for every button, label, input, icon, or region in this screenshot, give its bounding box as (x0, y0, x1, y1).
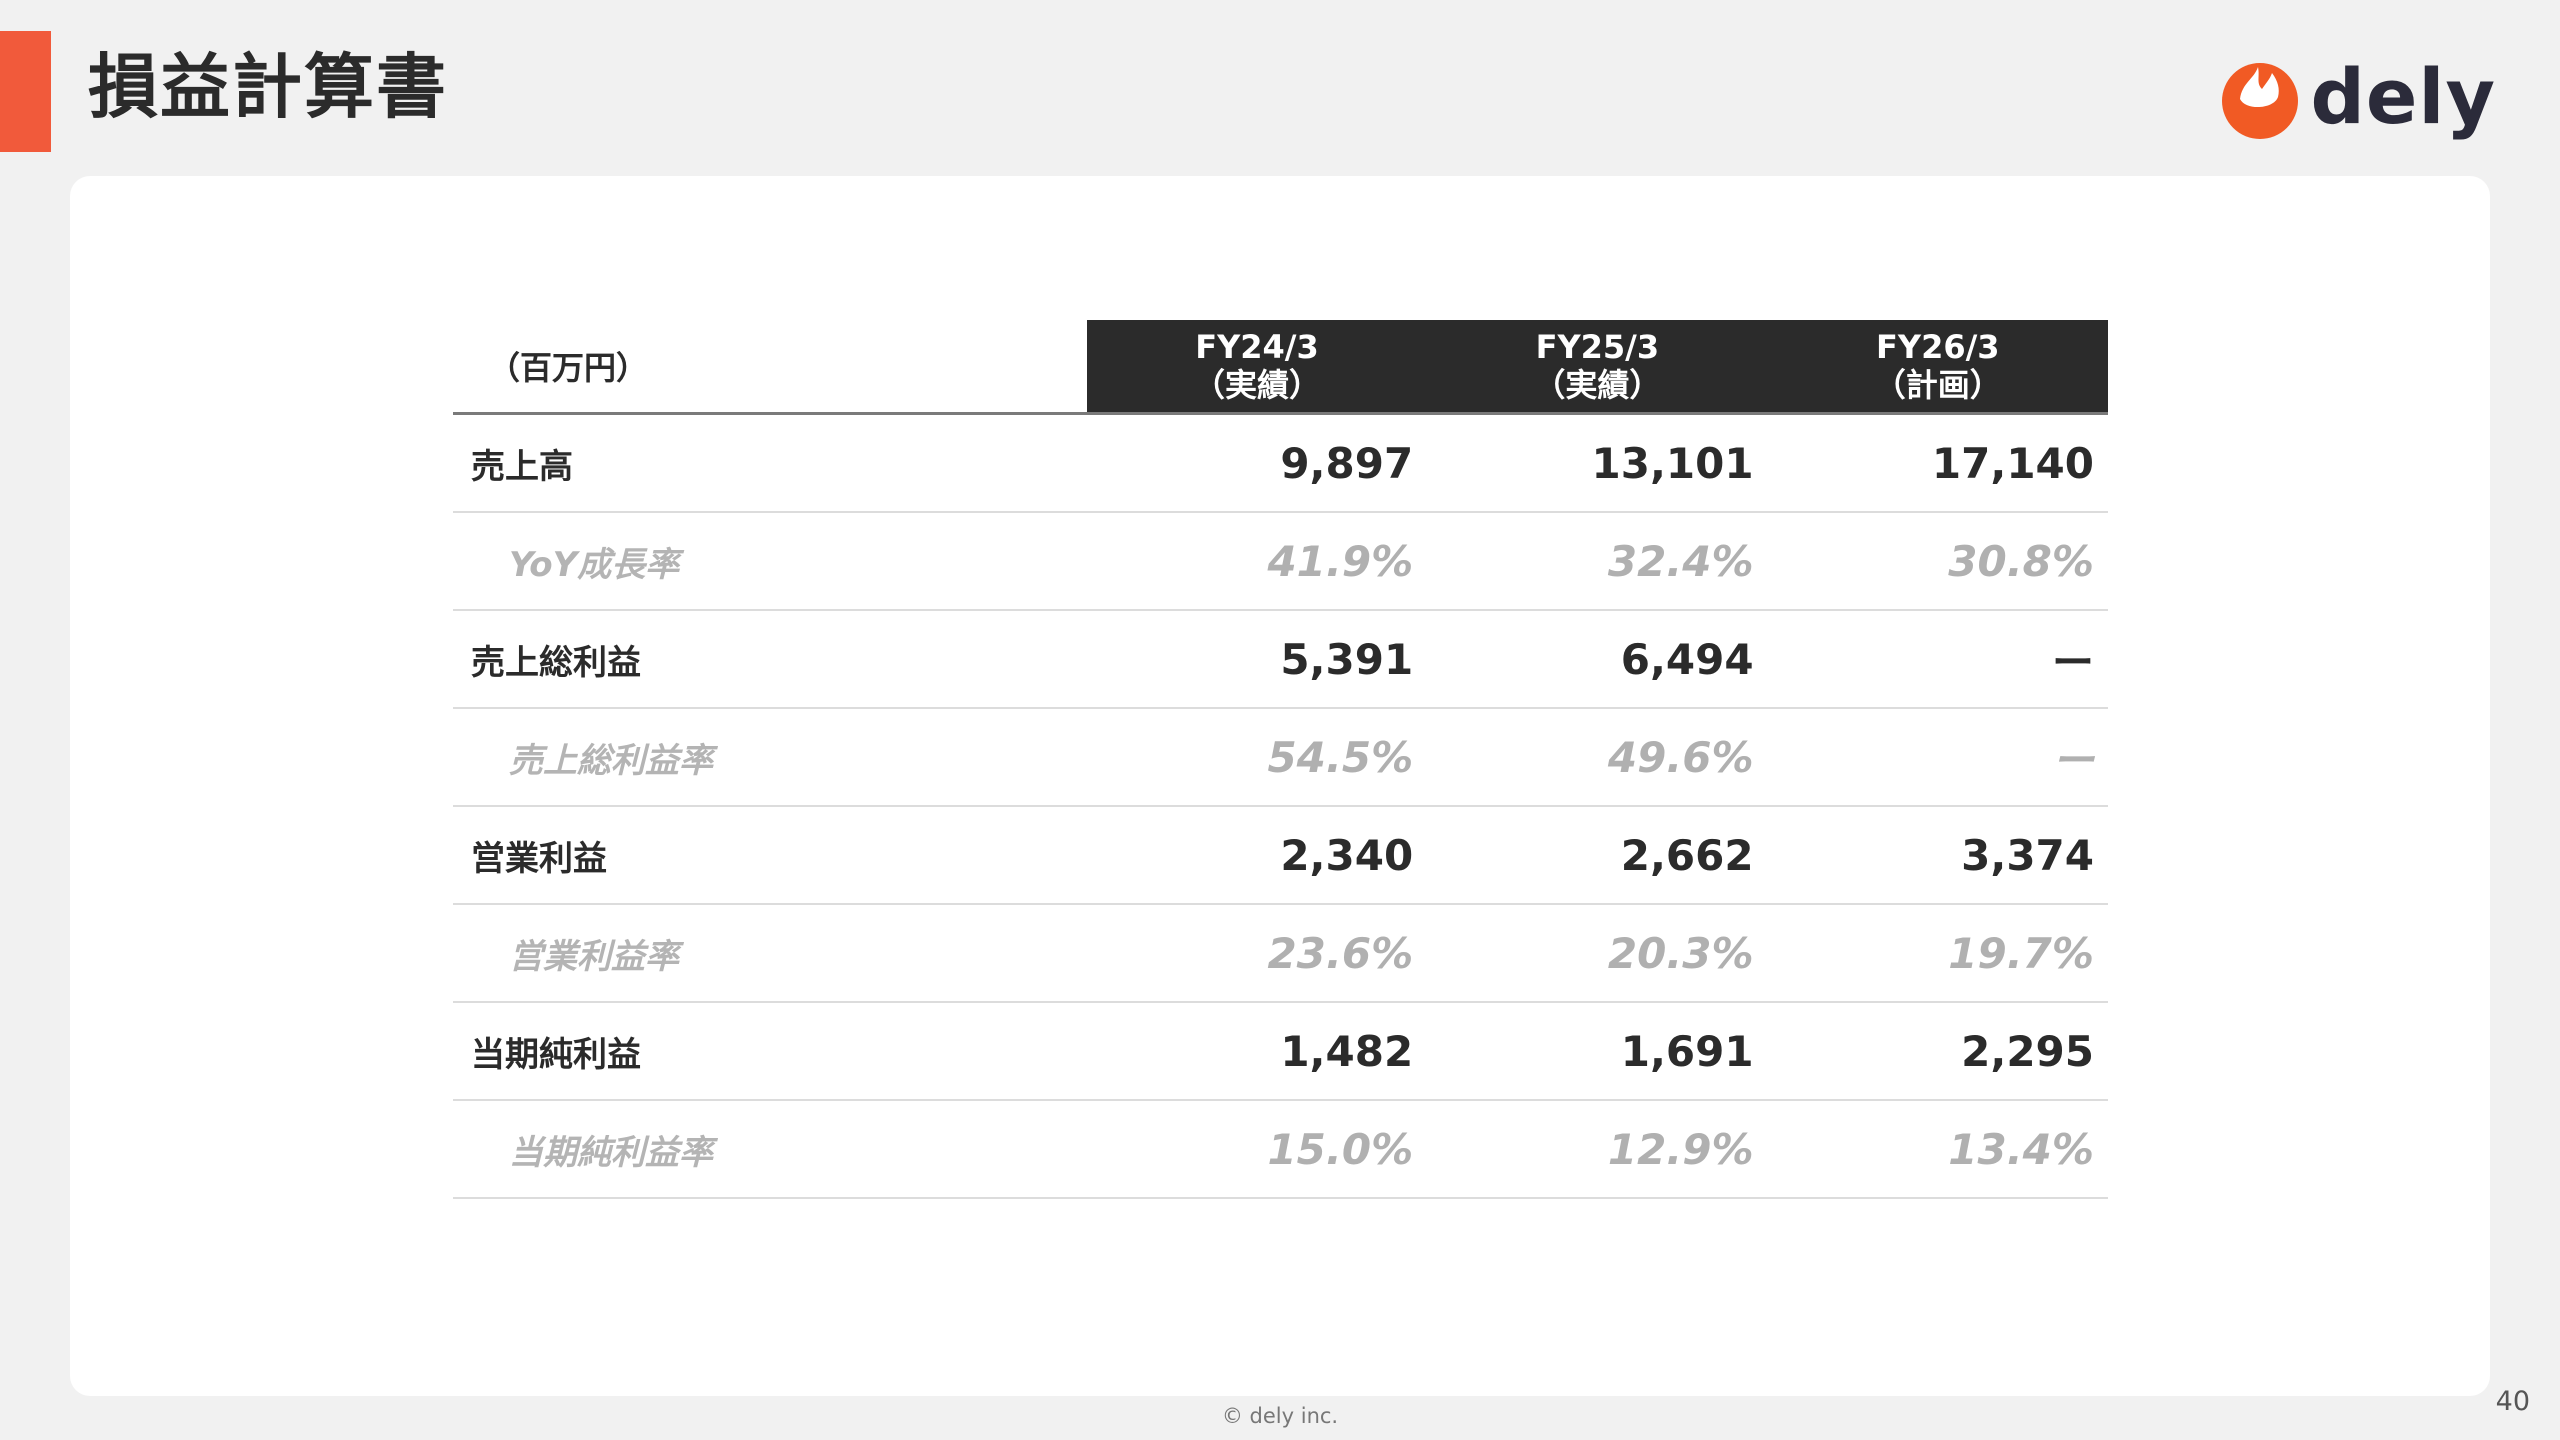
table-cell: 54.5% (1086, 708, 1428, 807)
row-label: 当期純利益 (453, 1002, 1087, 1101)
table-cell: 1,482 (1086, 1002, 1428, 1101)
column-header-year: FY24/3 (1195, 328, 1319, 366)
page-title: 損益計算書 (88, 46, 448, 128)
page-number: 40 (2495, 1386, 2530, 1417)
dely-flame-logo-icon (2222, 63, 2299, 139)
income-statement-table: （百万円） FY24/3 （実績） FY25/3 （実績） FY26/3 （計画… (453, 320, 2108, 1199)
table-cell: 19.7% (1767, 904, 2108, 1003)
row-label: 当期純利益率 (453, 1100, 1087, 1199)
table-cell: 13.4% (1767, 1100, 2108, 1199)
table-cell: 20.3% (1427, 904, 1768, 1003)
table-row: 当期純利益率 15.0% 12.9% 13.4% (453, 1100, 2108, 1199)
table-cell: 2,295 (1767, 1002, 2108, 1101)
content-card: （百万円） FY24/3 （実績） FY25/3 （実績） FY26/3 （計画… (70, 176, 2490, 1396)
table-cell: 15.0% (1086, 1100, 1428, 1199)
table-row: YoY成長率 41.9% 32.4% 30.8% (453, 512, 2108, 611)
row-label: 売上高 (453, 413, 1087, 513)
table-cell: 17,140 (1767, 413, 2108, 513)
row-label: 売上総利益率 (453, 708, 1087, 807)
column-header: FY24/3 （実績） (1086, 320, 1428, 415)
table-cell: 41.9% (1086, 512, 1428, 611)
table-cell: 9,897 (1086, 413, 1428, 513)
table-cell: ー (1767, 610, 2108, 709)
table-cell: 2,340 (1086, 806, 1428, 905)
table-cell: 23.6% (1086, 904, 1428, 1003)
row-label: YoY成長率 (453, 512, 1087, 611)
row-label: 営業利益 (453, 806, 1087, 905)
table-row: 売上高 9,897 13,101 17,140 (453, 413, 2108, 513)
column-header-year: FY26/3 (1876, 328, 2000, 366)
table-row: 営業利益 2,340 2,662 3,374 (453, 806, 2108, 905)
footer-copyright: © dely inc. (1221, 1404, 1339, 1428)
table-header-row: （百万円） FY24/3 （実績） FY25/3 （実績） FY26/3 （計画… (453, 320, 2108, 415)
table-cell: 5,391 (1086, 610, 1428, 709)
row-label: 営業利益率 (453, 904, 1087, 1003)
unit-label: （百万円） (453, 320, 1087, 415)
column-header-type: （計画） (1873, 366, 2002, 404)
table-row: 売上総利益 5,391 6,494 ー (453, 610, 2108, 709)
column-header: FY26/3 （計画） (1767, 320, 2108, 415)
logo-wordmark: dely (2310, 52, 2496, 141)
table-cell: ー (1767, 708, 2108, 807)
table-cell: 6,494 (1427, 610, 1768, 709)
title-accent-bar (0, 31, 51, 152)
table-cell: 30.8% (1767, 512, 2108, 611)
column-header: FY25/3 （実績） (1427, 320, 1768, 415)
table-cell: 12.9% (1427, 1100, 1768, 1199)
row-label: 売上総利益 (453, 610, 1087, 709)
table-cell: 2,662 (1427, 806, 1768, 905)
column-header-year: FY25/3 (1535, 328, 1660, 366)
column-header-type: （実績） (1533, 366, 1662, 404)
table-cell: 3,374 (1767, 806, 2108, 905)
column-header-type: （実績） (1192, 366, 1321, 404)
table-cell: 1,691 (1427, 1002, 1768, 1101)
table-cell: 32.4% (1427, 512, 1768, 611)
table-cell: 13,101 (1427, 413, 1768, 513)
table-row: 売上総利益率 54.5% 49.6% ー (453, 708, 2108, 807)
table-row: 当期純利益 1,482 1,691 2,295 (453, 1002, 2108, 1101)
company-logo: dely (2216, 52, 2496, 142)
table-cell: 49.6% (1427, 708, 1768, 807)
table-row: 営業利益率 23.6% 20.3% 19.7% (453, 904, 2108, 1003)
